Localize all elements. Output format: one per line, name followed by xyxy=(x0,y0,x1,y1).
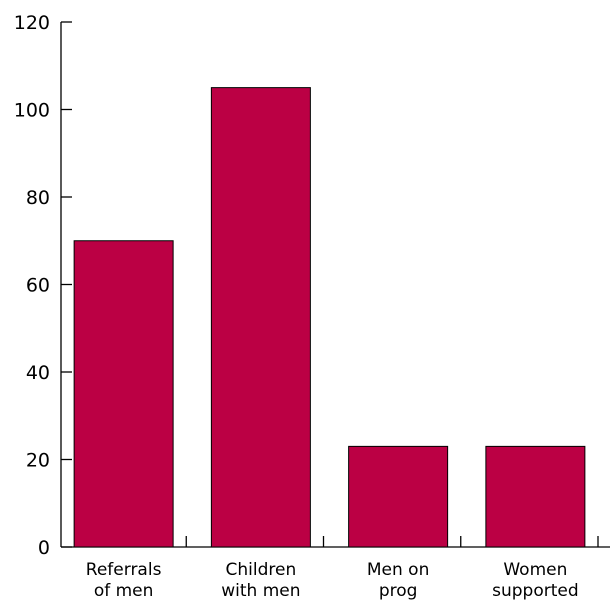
category-label: Children xyxy=(226,560,297,580)
category-label: of men xyxy=(94,581,154,601)
bars xyxy=(73,87,586,548)
y-axis: 0 20 40 60 80 100 120 xyxy=(14,12,72,559)
bar xyxy=(73,240,174,548)
bar xyxy=(485,445,586,548)
bar xyxy=(348,445,449,548)
y-tick-label: 20 xyxy=(26,450,50,472)
category-label: with men xyxy=(221,581,300,601)
y-tick-label: 40 xyxy=(26,362,50,384)
y-tick-label: 60 xyxy=(26,275,50,297)
category-label: Women xyxy=(503,560,567,580)
category-label: Men on xyxy=(367,560,429,580)
y-tick-label: 0 xyxy=(38,537,50,559)
y-tick-label: 80 xyxy=(26,187,50,209)
y-tick-label: 100 xyxy=(14,100,50,122)
category-label: Referrals xyxy=(86,560,162,580)
category-label: prog xyxy=(379,581,418,601)
bar xyxy=(210,87,311,548)
category-label: supported xyxy=(492,581,579,601)
y-tick-label: 120 xyxy=(14,12,50,34)
